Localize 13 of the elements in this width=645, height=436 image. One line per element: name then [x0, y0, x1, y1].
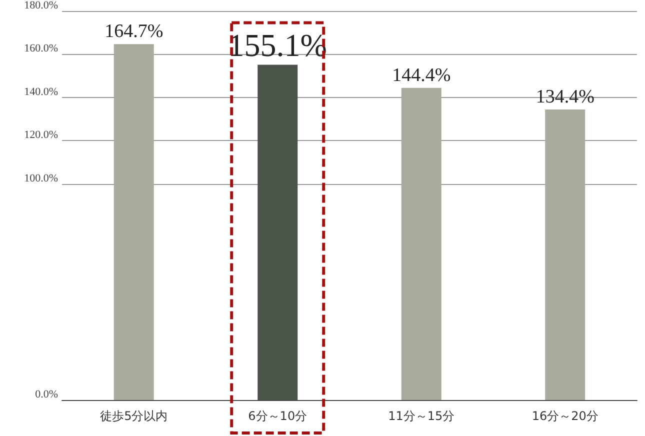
data-label: 144.4%	[392, 64, 451, 86]
data-label: 164.7%	[104, 21, 164, 42]
y-tick-label: 0.0%	[35, 388, 58, 400]
x-tick-label: 16分～20分	[532, 409, 598, 423]
y-tick-label: 120.0%	[24, 129, 58, 142]
data-label: 134.4%	[536, 86, 595, 108]
y-tick-label: 180.0%	[24, 0, 58, 12]
y-tick-label: 100.0%	[24, 172, 58, 184]
x-tick-label: 11分～15分	[388, 409, 455, 423]
x-tick-label: 6分～10分	[248, 409, 308, 423]
x-tick-label: 徒歩5分以内	[100, 409, 168, 423]
y-tick-label: 160.0%	[24, 42, 58, 55]
y-tick-label: 140.0%	[24, 86, 58, 98]
